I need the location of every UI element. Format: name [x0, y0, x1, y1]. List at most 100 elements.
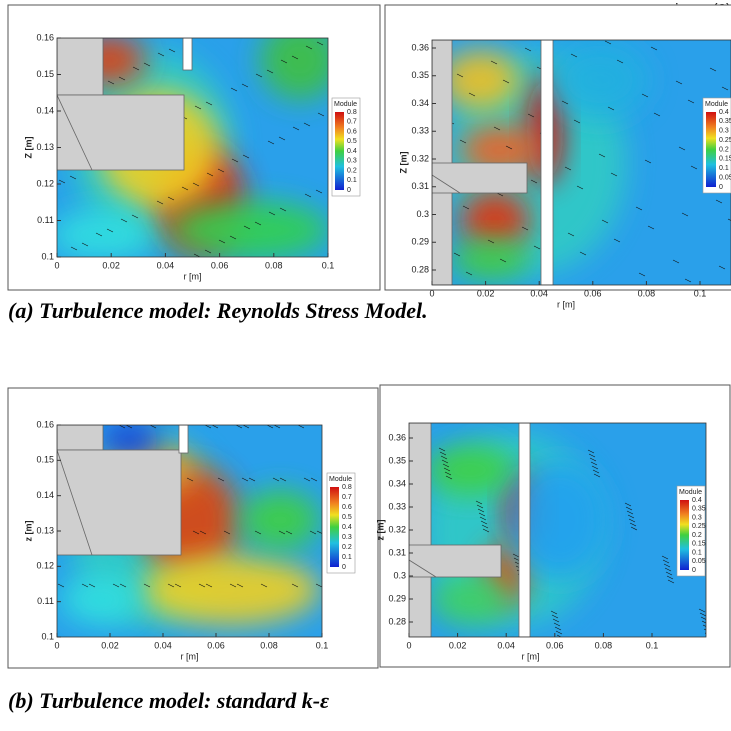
y-tick-label: 0.13: [36, 142, 54, 152]
x-tick-label: 0: [54, 260, 59, 270]
legend-tick-label: 0.3: [342, 534, 352, 541]
y-tick-label: 0.14: [36, 490, 54, 500]
legend-tick-label: 0: [347, 187, 351, 194]
y-tick-label: 0.36: [388, 432, 406, 442]
x-tick-label: 0.08: [265, 260, 283, 270]
y-axis-label: Z [m]: [23, 137, 33, 159]
legend-tick-label: 0.5: [347, 138, 357, 145]
legend-tick-label: 0.35: [692, 506, 706, 513]
x-tick-label: 0.1: [322, 260, 335, 270]
y-tick-label: 0.32: [411, 153, 429, 163]
legend-tick-label: 0.2: [692, 532, 702, 539]
legend-tick-label: 0: [719, 184, 723, 191]
x-axis-label: r [m]: [522, 651, 540, 661]
y-tick-label: 0.15: [36, 69, 54, 79]
y-tick-label: 0.32: [388, 524, 406, 534]
x-tick-label: 0.08: [260, 640, 278, 650]
legend-title: Module: [705, 101, 728, 108]
legend-tick-label: 0: [692, 567, 696, 574]
slot: [183, 38, 192, 70]
y-tick-label: 0.28: [388, 616, 406, 626]
colorbar: [335, 112, 344, 190]
legend-tick-label: 0.4: [719, 109, 729, 116]
legend-tick-label: 0.15: [692, 541, 706, 548]
legend-tick-label: 0.6: [347, 128, 357, 135]
solid-body: [409, 545, 501, 577]
colorbar: [680, 500, 689, 570]
legend-tick-label: 0.4: [692, 497, 702, 504]
y-tick-label: 0.1: [41, 251, 54, 261]
y-tick-label: 0.31: [411, 181, 429, 191]
legend-tick-label: 0.2: [347, 167, 357, 174]
x-tick-label: 0.02: [477, 288, 495, 298]
legend-tick-label: 0.8: [342, 484, 352, 491]
field-blob: [430, 575, 510, 625]
x-tick-label: 0.06: [207, 640, 225, 650]
solid-body: [57, 450, 181, 555]
y-tick-label: 0.29: [411, 237, 429, 247]
field-blob: [550, 40, 650, 120]
field-blob: [450, 240, 530, 280]
legend-tick-label: 0.7: [347, 119, 357, 126]
x-axis-label: r [m]: [184, 271, 202, 281]
legend-title: Module: [334, 101, 357, 108]
plot-panel: 00.020.040.060.080.10.280.290.30.310.320…: [385, 5, 731, 309]
plot-panel: 00.020.040.060.080.10.280.290.30.310.320…: [375, 385, 730, 667]
figure-page: igure (?) (a) Turbulence model: Reynolds…: [0, 0, 731, 731]
y-axis-label: Z [m]: [398, 152, 408, 174]
legend-tick-label: 0.3: [692, 514, 702, 521]
plot-panel: 00.020.040.060.080.10.10.110.120.130.140…: [8, 5, 380, 290]
slot: [179, 425, 188, 453]
y-tick-label: 0.15: [36, 455, 54, 465]
y-tick-label: 0.33: [411, 126, 429, 136]
legend-tick-label: 0.7: [342, 494, 352, 501]
caption: (a) Turbulence model: Reynolds Stress Mo…: [8, 298, 428, 323]
y-tick-label: 0.36: [411, 42, 429, 52]
x-tick-label: 0.04: [154, 640, 172, 650]
solid-body: [432, 163, 527, 193]
y-tick-label: 0.3: [393, 570, 406, 580]
colorbar: [330, 487, 339, 567]
slot: [541, 40, 553, 285]
y-tick-label: 0.16: [36, 32, 54, 42]
x-tick-label: 0.02: [102, 260, 120, 270]
field-blob: [140, 555, 320, 625]
legend-tick-label: 0.4: [342, 524, 352, 531]
x-tick-label: 0.06: [584, 288, 602, 298]
x-tick-label: 0.06: [546, 640, 564, 650]
contour-field: [432, 40, 731, 285]
y-tick-label: 0.28: [411, 264, 429, 274]
field-blob: [240, 490, 320, 550]
legend-tick-label: 0.8: [347, 109, 357, 116]
x-tick-label: 0.02: [101, 640, 119, 650]
legend-tick-label: 0.1: [692, 549, 702, 556]
y-tick-label: 0.12: [36, 561, 54, 571]
y-tick-label: 0.16: [36, 419, 54, 429]
legend-tick-label: 0: [342, 564, 346, 571]
y-tick-label: 0.11: [37, 596, 54, 606]
x-tick-label: 0.08: [638, 288, 656, 298]
plot-panel: 00.020.040.060.080.10.10.110.120.130.140…: [8, 388, 378, 668]
slot: [519, 423, 530, 637]
y-tick-label: 0.34: [388, 478, 406, 488]
contour-field: [57, 420, 323, 637]
solid-body: [57, 425, 103, 450]
y-tick-label: 0.35: [388, 455, 406, 465]
legend-title: Module: [329, 476, 352, 483]
legend-tick-label: 0.3: [347, 158, 357, 165]
field-blob: [425, 445, 515, 495]
y-axis-label: z [m]: [375, 520, 385, 541]
legend-tick-label: 0.4: [347, 148, 357, 155]
x-tick-label: 0.1: [694, 288, 707, 298]
legend-tick-label: 0.1: [719, 165, 729, 172]
field-blob: [170, 200, 330, 260]
y-axis-label: z [m]: [23, 521, 33, 542]
y-tick-label: 0.34: [411, 98, 429, 108]
legend-tick-label: 0.25: [719, 137, 731, 144]
legend-tick-label: 0.05: [692, 558, 706, 565]
x-tick-label: 0.1: [316, 640, 329, 650]
x-axis-label: r [m]: [557, 299, 575, 309]
legend-title: Module: [679, 489, 702, 496]
contour-field: [409, 423, 711, 638]
x-tick-label: 0.02: [449, 640, 467, 650]
